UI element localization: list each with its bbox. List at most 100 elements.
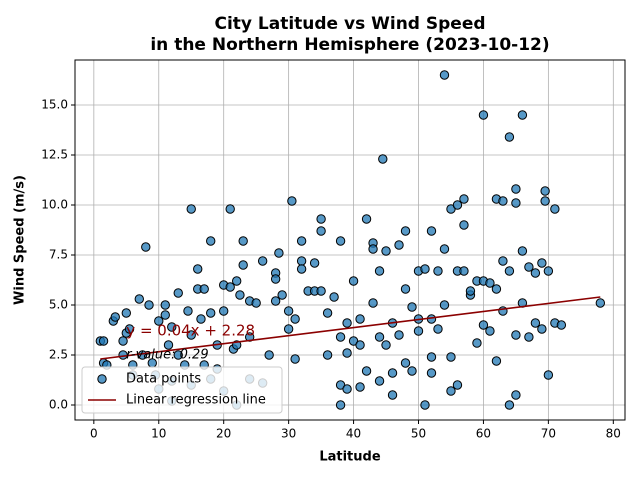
data-point — [163, 340, 174, 350]
y-tick-label: 10.0 — [41, 198, 68, 212]
data-point — [193, 264, 203, 274]
data-point — [225, 282, 235, 292]
data-point — [322, 350, 333, 360]
data-point — [426, 226, 437, 236]
data-point — [511, 330, 521, 340]
annotation: r-value: 0.29 — [126, 348, 208, 363]
data-point — [433, 324, 443, 334]
x-tick-label: 20 — [216, 427, 231, 441]
data-point — [335, 400, 346, 410]
data-point — [420, 400, 430, 410]
data-point — [342, 348, 352, 358]
data-point — [309, 258, 320, 268]
data-point — [498, 196, 508, 206]
data-point — [160, 300, 170, 310]
data-point — [498, 256, 508, 266]
data-point — [270, 296, 281, 306]
data-point — [537, 324, 547, 334]
data-point — [452, 380, 463, 390]
data-point — [342, 318, 352, 328]
data-point — [485, 326, 495, 336]
data-point — [407, 302, 417, 312]
data-point — [283, 324, 294, 334]
data-point — [290, 314, 300, 324]
data-point — [465, 286, 476, 296]
data-point — [517, 110, 528, 120]
data-point — [530, 268, 541, 278]
data-point — [504, 266, 515, 276]
data-point — [504, 400, 515, 410]
data-point — [290, 354, 300, 364]
data-point — [511, 198, 521, 208]
data-point — [459, 194, 469, 204]
x-axis-label: Latitude — [319, 450, 381, 465]
data-point — [439, 70, 450, 80]
data-point — [183, 306, 193, 316]
data-point — [517, 246, 528, 256]
data-point — [342, 384, 352, 394]
data-point — [270, 274, 281, 284]
data-point — [124, 324, 135, 334]
data-point — [196, 314, 206, 324]
data-point — [387, 368, 398, 378]
data-point — [206, 308, 216, 318]
regression-line — [100, 296, 601, 360]
data-point — [595, 298, 606, 308]
legend-label: Linear regression line — [126, 393, 266, 408]
data-point — [540, 186, 550, 196]
data-point — [491, 356, 502, 366]
data-point — [420, 264, 430, 274]
y-tick-label: 12.5 — [41, 148, 68, 162]
data-point — [287, 196, 297, 206]
x-tick-label: 10 — [151, 427, 166, 441]
data-point — [296, 264, 307, 274]
data-point — [160, 310, 170, 320]
data-point — [251, 298, 261, 308]
data-point — [413, 326, 424, 336]
legend-box — [81, 366, 283, 414]
data-point — [134, 294, 144, 304]
y-axis-label: Wind Speed (m/s) — [13, 175, 28, 305]
data-point — [186, 204, 196, 214]
data-point — [110, 312, 120, 322]
data-point — [257, 256, 268, 266]
title-line: City Latitude vs Wind Speed — [214, 14, 485, 34]
data-point — [511, 184, 521, 194]
data-point — [478, 110, 489, 120]
data-point — [485, 278, 495, 288]
data-point — [374, 376, 385, 386]
data-point — [394, 330, 404, 340]
data-point — [537, 258, 547, 268]
data-point — [296, 256, 307, 266]
data-point — [381, 340, 391, 350]
data-point — [540, 196, 550, 206]
data-point — [378, 154, 388, 164]
y-tick-label: 0.0 — [49, 398, 68, 412]
data-point — [381, 246, 391, 256]
data-point — [235, 290, 245, 300]
y-tick-label: 2.5 — [49, 348, 68, 362]
data-point — [556, 320, 567, 330]
data-point — [524, 262, 534, 272]
data-point — [361, 366, 372, 376]
data-point — [439, 300, 450, 310]
data-point — [355, 382, 365, 392]
data-point — [446, 386, 456, 396]
data-point — [361, 214, 372, 224]
y-tick-label: 15.0 — [41, 98, 68, 112]
data-point — [141, 242, 151, 252]
data-point — [446, 352, 456, 362]
data-point — [355, 340, 365, 350]
data-point — [433, 266, 443, 276]
legend-label: Data points — [126, 372, 201, 387]
data-point — [368, 244, 378, 254]
x-tick-label: 30 — [281, 427, 296, 441]
data-point — [394, 240, 404, 250]
data-point — [348, 276, 359, 286]
data-point — [374, 332, 385, 342]
data-point — [400, 358, 411, 368]
data-point — [550, 204, 560, 214]
data-point — [98, 336, 109, 346]
data-point — [322, 308, 333, 318]
